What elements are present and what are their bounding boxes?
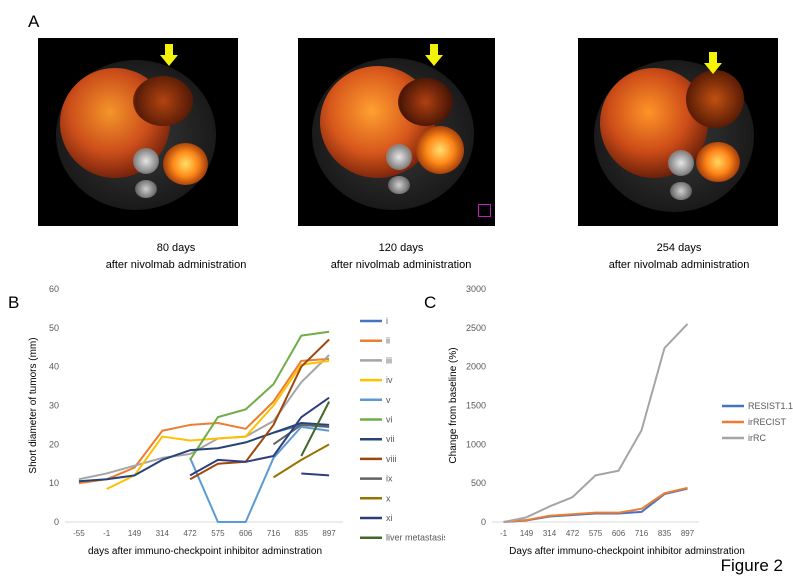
legend-entry: v: [386, 395, 391, 405]
series-line-xi: [189, 396, 330, 477]
y-axis-title: Change from baseline (%): [448, 347, 459, 463]
y-tick-label: 20: [49, 439, 59, 449]
series-line-xi-extra: [301, 472, 330, 477]
legend-entry: xi: [386, 513, 393, 523]
legend-entry: irRC: [748, 433, 766, 443]
y-tick-label: 10: [49, 478, 59, 488]
caption-text: after nivolmab administration: [330, 259, 472, 271]
legend-entry: vii: [386, 434, 395, 444]
y-tick-label: 0: [54, 517, 59, 527]
series-line-irRC: [503, 323, 689, 523]
x-tick-label: -1: [500, 529, 508, 538]
y-tick-label: 1000: [466, 439, 486, 449]
y-tick-label: 3000: [466, 284, 486, 294]
arrow-shape: [425, 44, 443, 66]
arrow-shape: [160, 44, 178, 66]
pet-scan-120-days: [298, 38, 495, 226]
x-tick-label: 716: [267, 529, 281, 538]
panel-a-letter: A: [28, 12, 40, 31]
x-tick-label: 835: [658, 529, 672, 538]
series-line-vi: [189, 330, 330, 461]
caption-text: after nivolmab administration: [105, 259, 247, 271]
y-tick-label: 40: [49, 362, 59, 372]
series-line-x: [272, 443, 330, 479]
x-tick-label: 897: [681, 529, 695, 538]
y-tick-label: 2500: [466, 323, 486, 333]
arrow-down-icon: [160, 44, 178, 66]
caption-80-days: 80 days after nivolmab administration: [81, 240, 271, 274]
x-axis-title: Days after immuno-checkpoint inhibitor a…: [509, 546, 745, 557]
legend-entry: liver metastasis: [386, 533, 445, 543]
y-tick-label: 1500: [466, 401, 486, 411]
caption-days: 80 days: [156, 242, 196, 254]
x-tick-label: 575: [589, 529, 603, 538]
caption-254-days: 254 days after nivolmab administration: [584, 240, 774, 274]
series-line-liver-metastasis: [300, 401, 330, 457]
panel-c-letter: C: [424, 293, 437, 312]
y-tick-label: 0: [481, 517, 486, 527]
arrow-down-icon: [425, 44, 443, 66]
series-line-iv: [106, 359, 330, 490]
tumor-diameter-chart: 0 10 20 30 40 50 60 -55 -1 149 314 472 575 606 716 835 8…: [28, 284, 445, 557]
caption-days: 120 days: [378, 242, 424, 254]
x-tick-label: 314: [543, 529, 557, 538]
x-tick-label: 149: [520, 529, 534, 538]
legend-entry: irRECIST: [748, 417, 787, 427]
y-tick-label: 30: [49, 401, 59, 411]
change-from-baseline-chart: 0 500 1000 1500 2000 2500 3000 -1 149 314 472 575 60…: [448, 284, 793, 557]
legend-entry: x: [386, 493, 391, 503]
legend-entry: iii: [386, 355, 392, 365]
series-line-viii: [189, 338, 330, 481]
legend-entry: vi: [386, 415, 393, 425]
y-axis-title: Short diameter of tumors (mm): [28, 337, 39, 473]
pet-scan-254-days: [578, 38, 778, 226]
x-tick-label: 897: [322, 529, 336, 538]
x-tick-label: 835: [295, 529, 309, 538]
x-tick-label: 606: [239, 529, 253, 538]
figure-label: Figure 2: [720, 556, 783, 575]
series-line-ix: [272, 423, 330, 446]
series-line-iii: [78, 354, 330, 481]
series-line-irRECIST: [503, 486, 688, 523]
legend-entry: ii: [386, 336, 390, 346]
legend-entry: i: [386, 316, 388, 326]
caption-days: 254 days: [656, 242, 702, 254]
caption-text: after nivolmab administration: [608, 259, 750, 271]
x-tick-label: -1: [103, 529, 111, 538]
y-tick-label: 60: [49, 284, 59, 294]
x-tick-label: 472: [566, 529, 580, 538]
x-tick-label: 606: [612, 529, 626, 538]
series-line-RESIST1.1v: [503, 487, 688, 523]
x-tick-label: 472: [183, 529, 197, 538]
x-tick-label: 575: [211, 529, 225, 538]
panel-b-letter: B: [8, 293, 20, 312]
series-line-vii: [78, 421, 330, 483]
x-tick-label: 716: [635, 529, 649, 538]
x-tick-label: 314: [156, 529, 170, 538]
y-tick-label: 500: [471, 478, 486, 488]
y-tick-label: 50: [49, 323, 59, 333]
legend-entry: iv: [386, 375, 393, 385]
x-axis-title: days after immuno-checkpoint inhibitor a…: [88, 546, 322, 557]
arrow-down-icon: [704, 52, 722, 74]
legend-entry: viii: [386, 454, 397, 464]
series-line-v: [189, 425, 330, 523]
legend-entry: ix: [386, 474, 393, 484]
x-tick-label: 149: [128, 529, 142, 538]
y-tick-label: 2000: [466, 362, 486, 372]
pet-scan-80-days: [38, 38, 238, 226]
legend-entry: RESIST1.1v: [748, 401, 793, 411]
x-tick-label: -55: [73, 529, 85, 538]
series-line-ii: [78, 357, 330, 485]
caption-120-days: 120 days after nivolmab administration: [306, 240, 496, 274]
arrow-shape: [704, 52, 722, 74]
